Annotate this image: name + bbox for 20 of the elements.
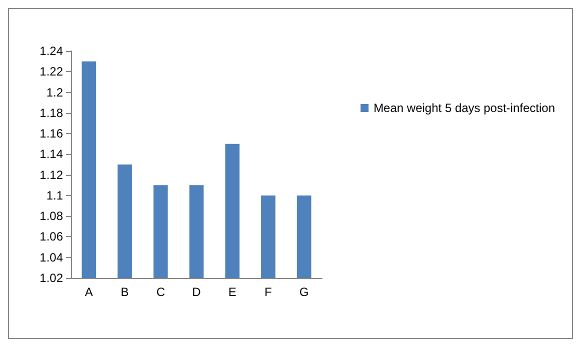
x-tick-label: C: [156, 285, 166, 299]
legend-label: Mean weight 5 days post-infection: [374, 101, 555, 115]
y-tick-label: 1.18: [40, 106, 64, 120]
y-tick-label: 1.06: [40, 230, 64, 244]
x-tick-label: F: [264, 285, 272, 299]
x-tick-label: E: [228, 285, 236, 299]
y-tick-label: 1.1: [46, 188, 64, 202]
x-tick-label: A: [84, 285, 93, 299]
y-tick-label: 1.16: [40, 126, 64, 141]
y-tick-label: 1.08: [40, 209, 64, 224]
x-tick-label: B: [120, 285, 129, 299]
x-tick-label: G: [299, 285, 309, 299]
y-tick-label: 1.24: [40, 44, 64, 58]
y-tick-label: 1.02: [40, 271, 64, 285]
x-tick-label: D: [192, 285, 202, 299]
y-tick-label: 1.2: [46, 85, 64, 100]
y-tick-label: 1.14: [40, 147, 64, 162]
y-tick-label: 1.12: [40, 168, 64, 182]
y-tick-label: 1.22: [40, 64, 64, 79]
y-tick-label: 1.04: [40, 250, 64, 264]
